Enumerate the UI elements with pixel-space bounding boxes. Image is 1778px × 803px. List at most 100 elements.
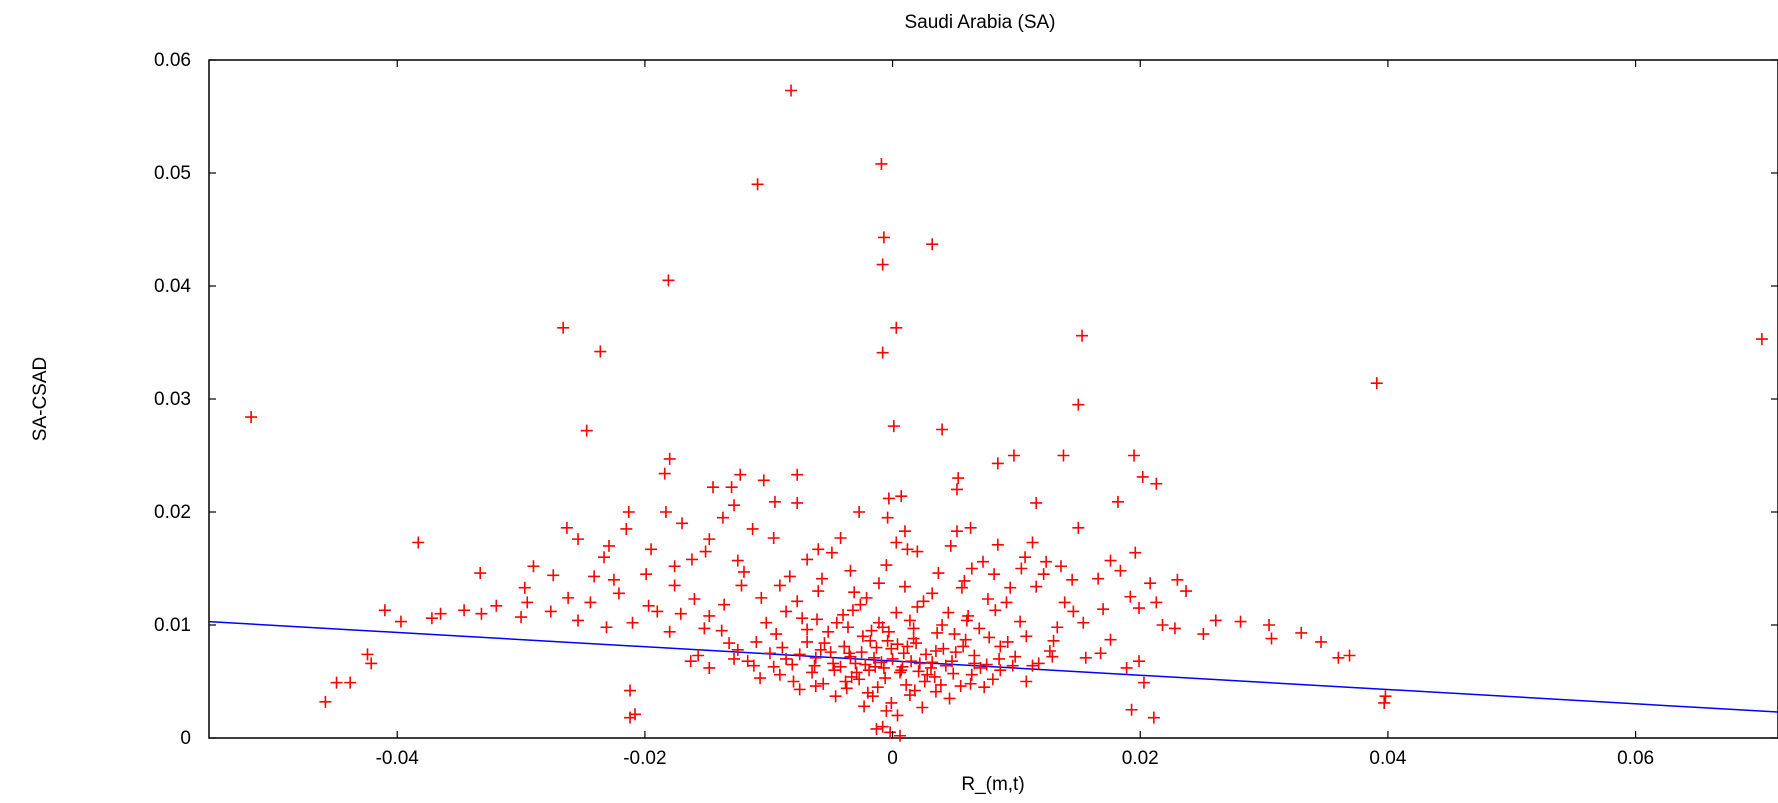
data-point	[822, 625, 835, 638]
data-point	[900, 678, 913, 691]
data-point	[1120, 661, 1133, 674]
data-point	[870, 641, 883, 654]
data-point	[1114, 564, 1127, 577]
data-point	[330, 676, 343, 689]
data-point	[1046, 650, 1059, 663]
data-point	[645, 543, 658, 556]
data-point	[848, 586, 861, 599]
data-point	[731, 643, 744, 656]
data-point	[845, 670, 858, 683]
data-point	[955, 581, 968, 594]
data-point	[943, 692, 956, 705]
data-point	[1104, 554, 1117, 567]
data-point	[809, 651, 822, 664]
data-point	[846, 604, 859, 617]
data-point	[760, 616, 773, 629]
data-point	[734, 468, 747, 481]
data-point	[880, 704, 893, 717]
data-point	[770, 628, 783, 641]
data-point	[723, 637, 736, 650]
data-point	[1144, 577, 1157, 590]
data-point	[1079, 651, 1092, 664]
data-point	[1006, 659, 1019, 672]
data-point	[731, 554, 744, 567]
data-point	[907, 622, 920, 635]
data-point	[663, 625, 676, 638]
data-point	[780, 605, 793, 618]
data-point	[699, 545, 712, 558]
data-point	[715, 624, 728, 637]
data-point	[1043, 644, 1056, 657]
data-point	[1014, 615, 1027, 628]
data-point	[1125, 703, 1138, 716]
data-point	[515, 611, 528, 624]
data-point	[974, 661, 987, 674]
data-point	[1379, 690, 1392, 703]
data-point	[584, 596, 597, 609]
data-point	[791, 496, 804, 509]
data-point	[913, 657, 926, 670]
data-point	[885, 642, 898, 655]
data-point	[698, 622, 711, 635]
x-tick-label: 0	[887, 748, 898, 769]
data-point	[1378, 696, 1391, 709]
data-point	[891, 709, 904, 722]
data-point	[640, 568, 653, 581]
data-point	[1133, 655, 1146, 668]
data-point	[1009, 650, 1022, 663]
data-point	[818, 637, 831, 650]
x-tick-label: -0.04	[376, 748, 420, 769]
data-point	[981, 593, 994, 606]
data-point	[926, 238, 939, 251]
data-point	[659, 506, 672, 518]
data-point	[474, 567, 487, 580]
axes-frame	[208, 59, 1778, 739]
data-point	[947, 667, 960, 680]
data-point	[918, 675, 931, 688]
data-point	[858, 700, 871, 713]
data-point	[910, 637, 923, 650]
x-axis: -0.04 -0.02 0 0.02 0.04 0.06	[376, 60, 1654, 769]
data-point	[783, 570, 796, 583]
data-point	[1072, 398, 1085, 411]
data-point	[944, 539, 957, 552]
data-point	[728, 499, 741, 512]
data-point	[1755, 333, 1768, 346]
data-point	[780, 652, 793, 665]
data-point	[811, 613, 824, 626]
data-point	[1030, 580, 1043, 593]
data-point	[838, 640, 851, 653]
data-point	[991, 538, 1004, 551]
data-point	[949, 646, 962, 659]
data-point	[768, 495, 781, 508]
data-point	[986, 673, 999, 686]
data-point	[872, 577, 885, 590]
data-point	[968, 657, 981, 670]
data-point	[1030, 496, 1043, 509]
data-point	[901, 543, 914, 556]
data-point	[864, 634, 877, 647]
data-point	[776, 641, 789, 654]
data-point	[735, 579, 748, 592]
data-point	[544, 605, 557, 618]
data-point	[808, 659, 821, 672]
data-point	[885, 696, 898, 709]
data-point	[887, 420, 900, 433]
data-point	[1137, 676, 1150, 689]
data-point	[651, 605, 664, 618]
data-point	[685, 553, 698, 566]
data-point	[707, 481, 720, 494]
regression-line	[208, 620, 1778, 713]
data-point	[692, 649, 705, 662]
data-point	[1111, 495, 1124, 508]
data-point	[1000, 596, 1013, 609]
data-point	[1171, 573, 1184, 586]
data-point	[939, 659, 952, 672]
data-point	[1295, 626, 1308, 639]
data-point	[894, 729, 907, 742]
data-point	[1133, 602, 1146, 615]
data-point	[1032, 657, 1045, 670]
data-point	[1370, 377, 1383, 390]
data-point	[425, 612, 438, 625]
data-point	[928, 670, 941, 683]
